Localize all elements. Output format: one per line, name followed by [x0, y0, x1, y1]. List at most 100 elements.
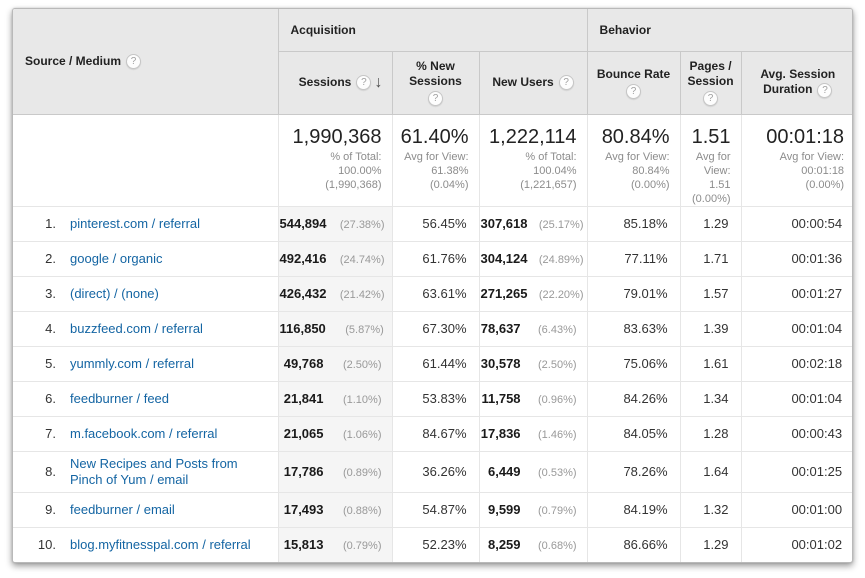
column-header-pages-per-session[interactable]: Pages / Session ? [680, 51, 742, 115]
column-header-source-medium[interactable]: Source / Medium? [13, 9, 279, 115]
sessions-cell: 15,813 (0.79%) [278, 527, 393, 562]
bounce-rate-cell: 84.19% [587, 492, 681, 528]
sessions-percent: (0.79%) [342, 540, 382, 553]
table-body: 1,990,368 % of Total: 100.00% (1,990,368) … [13, 114, 852, 562]
summary-new-users-value: 1,222,114 [489, 125, 577, 148]
sessions-percent: (27.38%) [339, 219, 385, 231]
source-medium-link[interactable]: feedburner / feed [70, 390, 170, 406]
sessions-value: 17,493 [283, 502, 324, 517]
summary-sessions-value: 1,990,368 [292, 125, 382, 148]
sessions-value: 21,841 [283, 391, 324, 406]
column-header-bounce-rate[interactable]: Bounce Rate ? [587, 51, 681, 115]
new-users-percent: (24.89%) [538, 254, 584, 266]
summary-avg-session-duration: 00:01:18 Avg for View: 00:01:18 (0.00%) [741, 114, 852, 207]
sessions-cell: 544,894 (27.38%) [278, 206, 393, 242]
avg-session-duration-header-label: Avg. Session Duration [760, 67, 836, 97]
avg-duration-cell: 00:01:04 [741, 381, 852, 417]
pages-per-session-cell: 1.29 [680, 527, 742, 562]
summary-pct-new-sessions-value: 61.40% [400, 125, 469, 148]
pages-per-session-cell: 1.29 [680, 206, 742, 242]
metric-header-row: Sessions? ↓ % New Sessions ? New Users? … [13, 51, 852, 115]
column-header-pct-new-sessions[interactable]: % New Sessions ? [392, 51, 480, 115]
row-rank: 10. [37, 537, 56, 553]
table-row: 5. yummly.com / referral 49,768 (2.50%) 61.4… [13, 346, 852, 382]
summary-row: 1,990,368 % of Total: 100.00% (1,990,368) … [13, 114, 852, 207]
sort-descending-icon[interactable]: ↓ [374, 73, 383, 91]
group-header-behavior: Behavior [587, 9, 852, 52]
table-row: 1. pinterest.com / referral 544,894 (27.38%… [13, 206, 852, 242]
new-users-cell: 17,836 (1.46%) [479, 416, 588, 452]
source-medium-cell: 2. google / organic [13, 241, 279, 277]
source-medium-cell: 5. yummly.com / referral [13, 346, 279, 382]
help-icon[interactable]: ? [126, 53, 142, 69]
sessions-value: 492,416 [279, 251, 327, 266]
sessions-cell: 116,850 (5.87%) [278, 311, 393, 347]
new-users-cell: 307,618 (25.17%) [479, 206, 588, 242]
source-medium-cell: 1. pinterest.com / referral [13, 206, 279, 242]
source-medium-link[interactable]: yummly.com / referral [70, 355, 194, 371]
bounce-rate-cell: 77.11% [587, 241, 681, 277]
help-icon[interactable]: ? [817, 82, 833, 98]
new-users-cell: 78,637 (6.43%) [479, 311, 588, 347]
new-users-value: 11,758 [481, 391, 521, 406]
source-medium-cell: 10. blog.myfitnesspal.com / referral [13, 527, 279, 562]
table-row: 8. New Recipes and Posts from Pinch of Yu… [13, 451, 852, 493]
source-medium-link[interactable]: (direct) / (none) [70, 285, 159, 301]
bounce-rate-cell: 85.18% [587, 206, 681, 242]
new-users-value: 271,265 [480, 286, 528, 301]
source-medium-cell: 7. m.facebook.com / referral [13, 416, 279, 452]
sessions-percent: (0.88%) [342, 505, 382, 517]
pages-per-session-cell: 1.61 [680, 346, 742, 382]
source-medium-link[interactable]: blog.myfitnesspal.com / referral [70, 536, 251, 552]
summary-pct-new-sessions-note: Avg for View: 61.38% (0.04%) [404, 150, 469, 191]
summary-pages-per-session-note: Avg for View: 1.51 (0.00%) [692, 150, 731, 205]
help-icon[interactable]: ? [703, 91, 719, 106]
avg-duration-cell: 00:00:54 [741, 206, 852, 242]
source-medium-link[interactable]: buzzfeed.com / referral [70, 320, 203, 336]
source-medium-link[interactable]: pinterest.com / referral [70, 215, 201, 231]
sessions-value: 21,065 [283, 426, 324, 441]
summary-pct-new-sessions: 61.40% Avg for View: 61.38% (0.04%) [392, 114, 480, 207]
sessions-percent: (24.74%) [339, 254, 385, 266]
column-header-new-users[interactable]: New Users? [479, 51, 588, 115]
pages-per-session-header-label: Pages / Session [687, 59, 734, 88]
avg-duration-cell: 00:01:00 [741, 492, 852, 528]
source-medium-link[interactable]: New Recipes and Posts from Pinch of Yum … [70, 455, 238, 487]
column-header-sessions[interactable]: Sessions? ↓ [278, 51, 393, 115]
bounce-rate-header-label: Bounce Rate [596, 66, 671, 81]
source-medium-link[interactable]: google / organic [70, 250, 163, 266]
help-icon[interactable]: ? [626, 83, 642, 99]
new-users-header-label: New Users [492, 74, 554, 89]
avg-duration-cell: 00:01:04 [741, 311, 852, 347]
source-medium-link[interactable]: m.facebook.com / referral [70, 425, 218, 441]
bounce-rate-cell: 78.26% [587, 451, 681, 493]
table-row: 7. m.facebook.com / referral 21,065 (1.06%)… [13, 416, 852, 452]
summary-avg-session-duration-value: 00:01:18 [766, 125, 845, 148]
new-users-percent: (1.46%) [538, 429, 577, 441]
new-users-cell: 8,259 (0.68%) [479, 527, 588, 562]
pct-new-sessions-cell: 67.30% [392, 311, 480, 347]
source-medium-link[interactable]: feedburner / email [70, 501, 175, 517]
new-users-value: 304,124 [480, 251, 528, 266]
sessions-value: 15,813 [283, 537, 324, 553]
pages-per-session-cell: 1.34 [680, 381, 742, 417]
sessions-value: 426,432 [279, 286, 327, 301]
help-icon[interactable]: ? [558, 75, 574, 91]
source-medium-cell: 9. feedburner / email [13, 492, 279, 528]
help-icon[interactable]: ? [428, 91, 443, 106]
pct-new-sessions-cell: 84.67% [392, 416, 480, 452]
new-users-percent: (2.50%) [538, 359, 577, 371]
new-users-percent: (22.20%) [538, 289, 584, 301]
new-users-value: 6,449 [487, 464, 521, 479]
new-users-cell: 304,124 (24.89%) [479, 241, 588, 277]
bounce-rate-cell: 79.01% [587, 276, 681, 312]
sessions-value: 116,850 [279, 321, 326, 336]
pct-new-sessions-cell: 56.45% [392, 206, 480, 242]
pages-per-session-cell: 1.64 [680, 451, 742, 493]
help-icon[interactable]: ? [356, 75, 372, 91]
column-header-avg-session-duration[interactable]: Avg. Session Duration? [741, 51, 852, 115]
summary-bounce-rate-value: 80.84% [601, 125, 670, 148]
source-medium-cell: 4. buzzfeed.com / referral [13, 311, 279, 347]
row-rank: 1. [45, 216, 56, 231]
sessions-percent: (5.87%) [345, 324, 384, 336]
